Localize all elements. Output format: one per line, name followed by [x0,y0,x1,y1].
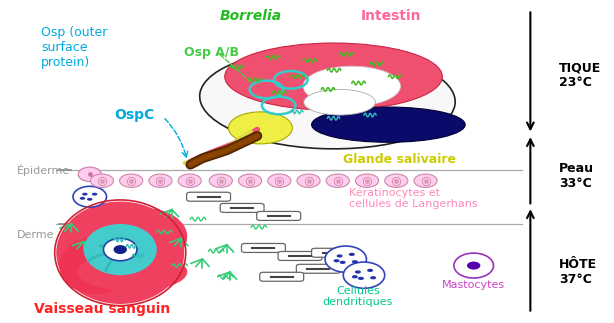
Text: Cellules
dendritiques: Cellules dendritiques [323,286,393,307]
Ellipse shape [114,245,127,254]
Ellipse shape [238,174,262,187]
Ellipse shape [92,193,98,196]
Ellipse shape [385,174,408,187]
FancyBboxPatch shape [220,203,264,213]
Ellipse shape [87,198,93,201]
Ellipse shape [303,66,400,106]
Text: Osp (outer
surface
protein): Osp (outer surface protein) [41,26,107,69]
Ellipse shape [56,202,184,304]
Ellipse shape [268,174,291,187]
Ellipse shape [349,253,355,256]
Ellipse shape [77,253,187,291]
Ellipse shape [149,174,172,187]
Text: OspC: OspC [114,108,154,122]
FancyBboxPatch shape [311,248,356,257]
FancyBboxPatch shape [187,192,230,201]
Ellipse shape [352,260,358,263]
Ellipse shape [336,255,343,257]
Ellipse shape [311,107,465,142]
Ellipse shape [200,49,455,149]
Text: Peau
33°C: Peau 33°C [559,162,594,190]
FancyBboxPatch shape [278,252,322,260]
Ellipse shape [467,262,480,270]
Ellipse shape [84,224,157,275]
Ellipse shape [340,261,346,264]
Text: Kératinocytes et
cellules de Langerhans: Kératinocytes et cellules de Langerhans [349,187,477,209]
Text: Mastocytes: Mastocytes [442,280,505,290]
Ellipse shape [225,43,442,110]
Text: Vaisseau sanguin: Vaisseau sanguin [34,302,170,317]
FancyBboxPatch shape [257,212,301,220]
Ellipse shape [343,262,385,288]
Ellipse shape [358,277,364,280]
Ellipse shape [228,112,292,144]
Ellipse shape [120,174,143,187]
FancyBboxPatch shape [241,244,286,253]
Ellipse shape [73,186,106,207]
Ellipse shape [178,174,201,187]
Ellipse shape [352,275,358,278]
Ellipse shape [104,238,137,261]
Text: Borrelia: Borrelia [220,9,282,23]
Text: TIQUE
23°C: TIQUE 23°C [559,61,601,89]
Ellipse shape [102,208,187,266]
Ellipse shape [60,237,133,294]
Ellipse shape [82,193,88,196]
Ellipse shape [325,246,367,272]
Ellipse shape [90,174,114,187]
Ellipse shape [370,276,376,279]
Ellipse shape [297,174,320,187]
Ellipse shape [326,174,349,187]
Ellipse shape [209,174,232,187]
FancyBboxPatch shape [260,272,304,281]
Text: HÔTE
37°C: HÔTE 37°C [559,258,597,286]
Ellipse shape [355,270,361,274]
Text: Intestin: Intestin [361,9,422,23]
Text: Glande salivaire: Glande salivaire [343,153,456,166]
Ellipse shape [333,259,340,262]
Ellipse shape [414,174,437,187]
Ellipse shape [78,167,101,182]
FancyBboxPatch shape [297,264,340,273]
Text: Derme: Derme [17,230,54,240]
Ellipse shape [454,253,494,278]
Ellipse shape [356,174,379,187]
Ellipse shape [304,89,375,115]
Ellipse shape [80,197,85,200]
Text: Épiderme: Épiderme [17,163,70,175]
Text: Osp A/B: Osp A/B [184,46,239,59]
Ellipse shape [367,269,373,272]
